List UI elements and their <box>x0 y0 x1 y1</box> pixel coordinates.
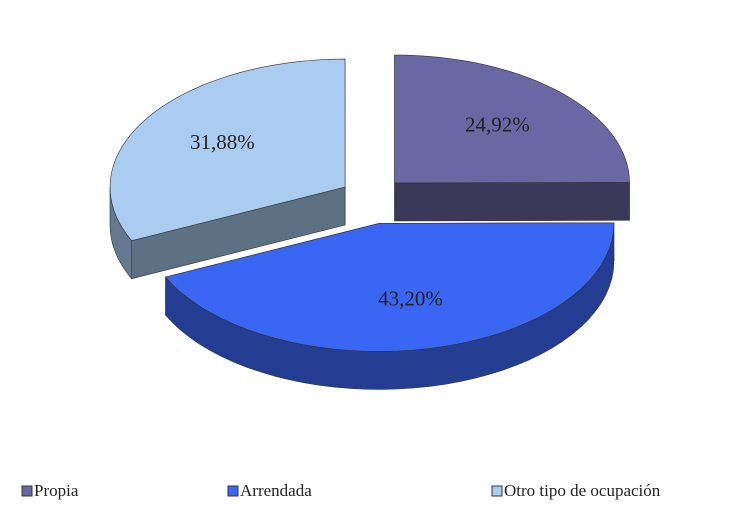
legend-label: Arrendada <box>240 481 312 500</box>
slice <box>394 54 630 222</box>
value-label: 24,92% <box>465 113 530 137</box>
slice <box>109 58 346 280</box>
legend-swatch <box>21 485 33 497</box>
legend-swatch <box>227 485 239 497</box>
slice-top <box>394 54 630 184</box>
value-label: 31,88% <box>190 130 255 154</box>
legend-label: Otro tipo de ocupación <box>504 481 661 500</box>
slice-top <box>165 222 615 352</box>
legend-label: Propia <box>34 481 79 500</box>
slice <box>165 222 615 390</box>
slice-top <box>109 58 346 242</box>
slice-side <box>394 182 630 222</box>
legend-swatch <box>491 485 503 497</box>
value-label: 43,20% <box>378 287 443 311</box>
